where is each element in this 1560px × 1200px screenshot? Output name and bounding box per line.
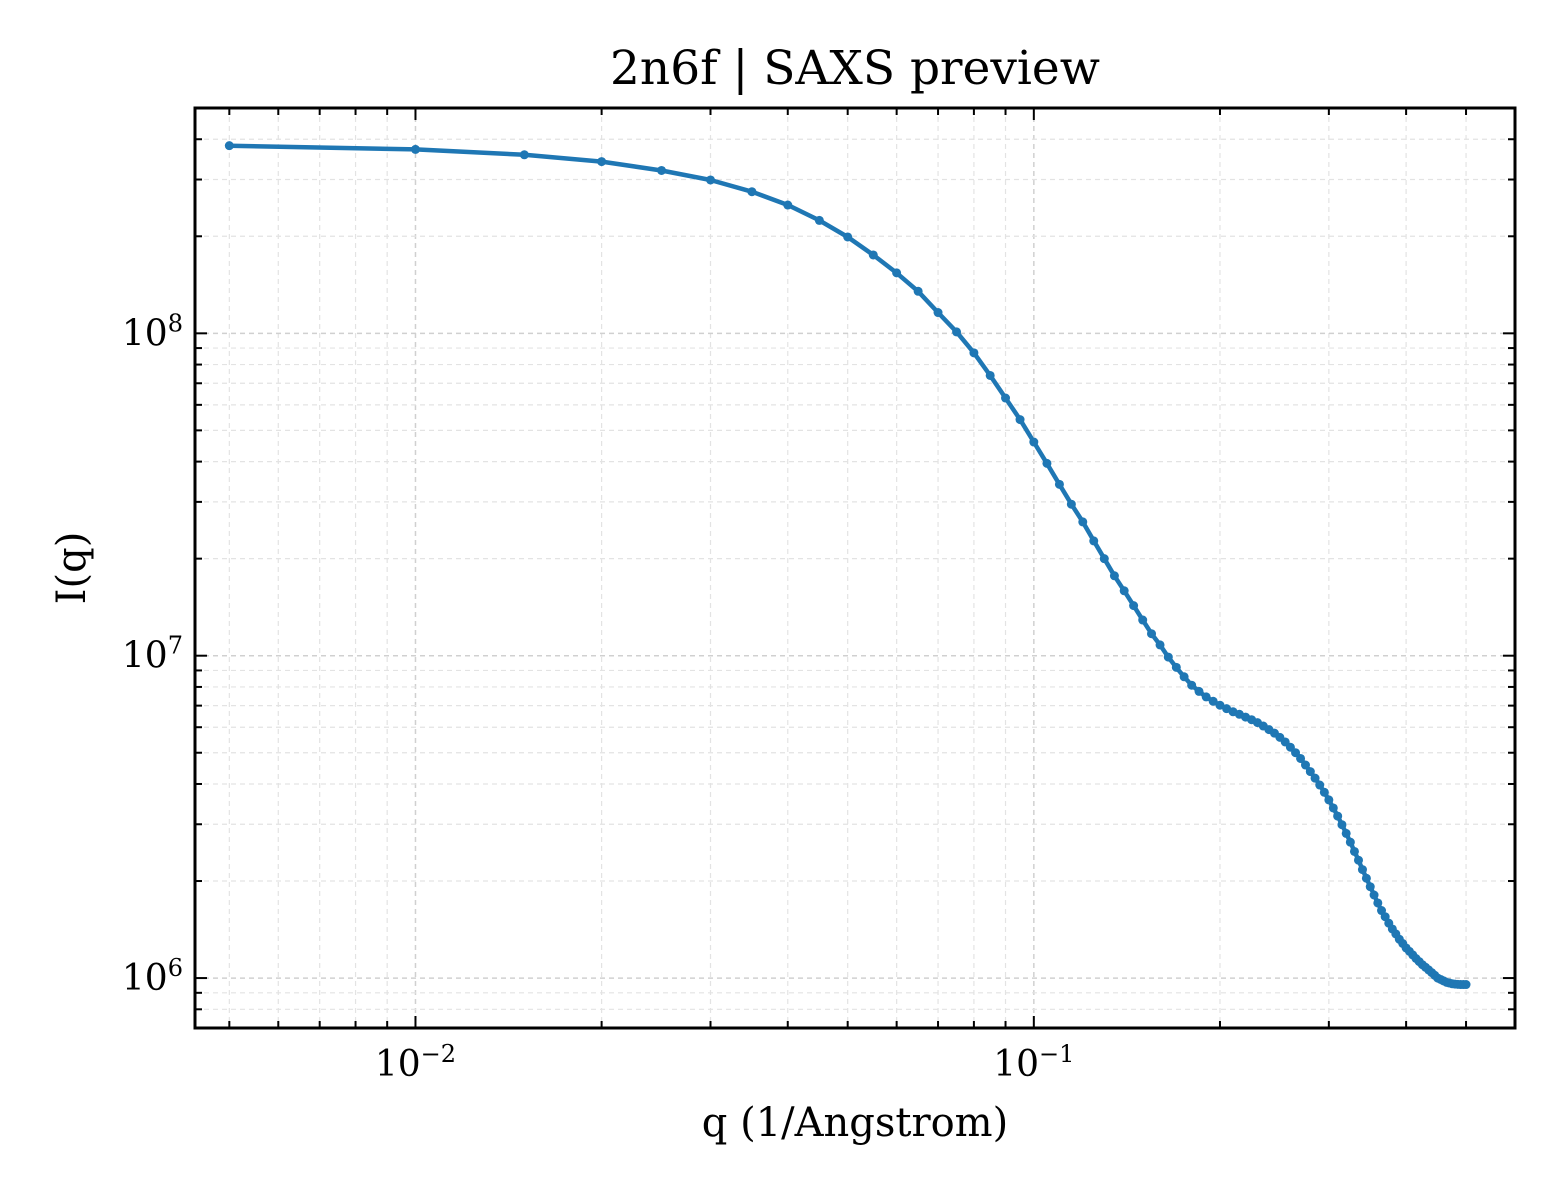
- data-point: [1300, 760, 1310, 770]
- data-point: [1341, 828, 1351, 838]
- data-point: [706, 175, 716, 185]
- data-point: [1171, 662, 1181, 672]
- data-point: [1066, 499, 1076, 509]
- data-point: [1099, 554, 1109, 564]
- data-point: [1369, 890, 1379, 900]
- data-point: [1324, 795, 1334, 805]
- data-point: [1147, 629, 1157, 639]
- data-point: [1078, 517, 1088, 527]
- data-point: [1129, 601, 1139, 611]
- data-point: [1119, 586, 1129, 596]
- data-point: [1328, 803, 1338, 813]
- x-tick-label: 10−2: [375, 1040, 456, 1085]
- data-point: [1138, 615, 1148, 625]
- data-point: [843, 232, 853, 242]
- data-point: [1054, 479, 1064, 489]
- data-point: [1333, 811, 1343, 821]
- data-point: [224, 141, 234, 151]
- data-point: [868, 250, 878, 260]
- data-point: [657, 165, 667, 175]
- data-point: [747, 187, 757, 197]
- data-point: [1187, 680, 1197, 690]
- data-point: [1194, 686, 1204, 696]
- data-point: [1201, 692, 1211, 702]
- data-point: [1461, 980, 1471, 990]
- data-point: [597, 157, 607, 167]
- data-point: [1179, 672, 1189, 682]
- data-point: [933, 308, 943, 318]
- data-point: [1163, 652, 1173, 662]
- data-point: [1365, 882, 1375, 892]
- data-point: [1208, 696, 1218, 706]
- data-point: [519, 150, 529, 160]
- y-tick-label: 108: [122, 309, 183, 354]
- data-point: [1361, 873, 1371, 883]
- data-point: [1215, 700, 1225, 710]
- data-point: [1001, 393, 1011, 403]
- data-point: [1357, 865, 1367, 875]
- data-point: [913, 286, 923, 296]
- x-tick-label: 10−1: [993, 1040, 1074, 1085]
- data-point: [783, 200, 793, 210]
- ticks: 10−2 10−1 106 107 108: [122, 107, 1515, 1085]
- data-point: [1155, 640, 1165, 650]
- data-point: [1296, 753, 1306, 763]
- data-point: [952, 327, 962, 337]
- x-axis-label: q (1/Angstrom): [702, 1100, 1008, 1146]
- data-point: [1089, 536, 1099, 546]
- data-point: [814, 215, 824, 225]
- y-tick-label: 106: [122, 954, 183, 999]
- data-point: [1015, 415, 1025, 425]
- data-point: [985, 370, 995, 380]
- y-tick-label: 107: [122, 632, 183, 677]
- series-layer: [224, 141, 1471, 990]
- data-point: [1319, 787, 1329, 797]
- data-point: [1337, 820, 1347, 830]
- data-point: [1305, 767, 1315, 777]
- data-point: [1345, 837, 1355, 847]
- data-point: [1353, 855, 1363, 865]
- data-point: [1042, 458, 1052, 468]
- data-point: [1373, 898, 1383, 908]
- data-point: [892, 268, 902, 278]
- data-point: [1310, 773, 1320, 783]
- y-axis-label: I(q): [49, 532, 95, 605]
- data-point: [410, 144, 420, 154]
- plot-frame: [193, 106, 1517, 1030]
- data-point: [1315, 780, 1325, 790]
- chart-title: 2n6f | SAXS preview: [610, 41, 1100, 96]
- data-point: [969, 348, 979, 358]
- data-point: [1029, 437, 1039, 447]
- data-point: [1349, 846, 1359, 856]
- data-point: [1109, 571, 1119, 581]
